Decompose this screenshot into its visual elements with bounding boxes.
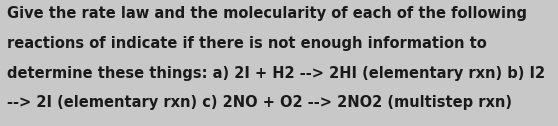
Text: --> 2I (elementary rxn) c) 2NO + O2 --> 2NO2 (multistep rxn): --> 2I (elementary rxn) c) 2NO + O2 --> …: [7, 95, 512, 110]
Text: determine these things: a) 2I + H2 --> 2HI (elementary rxn) b) I2: determine these things: a) 2I + H2 --> 2…: [7, 66, 545, 81]
Text: Give the rate law and the molecularity of each of the following: Give the rate law and the molecularity o…: [7, 6, 527, 21]
Text: reactions of indicate if there is not enough information to: reactions of indicate if there is not en…: [7, 36, 487, 51]
